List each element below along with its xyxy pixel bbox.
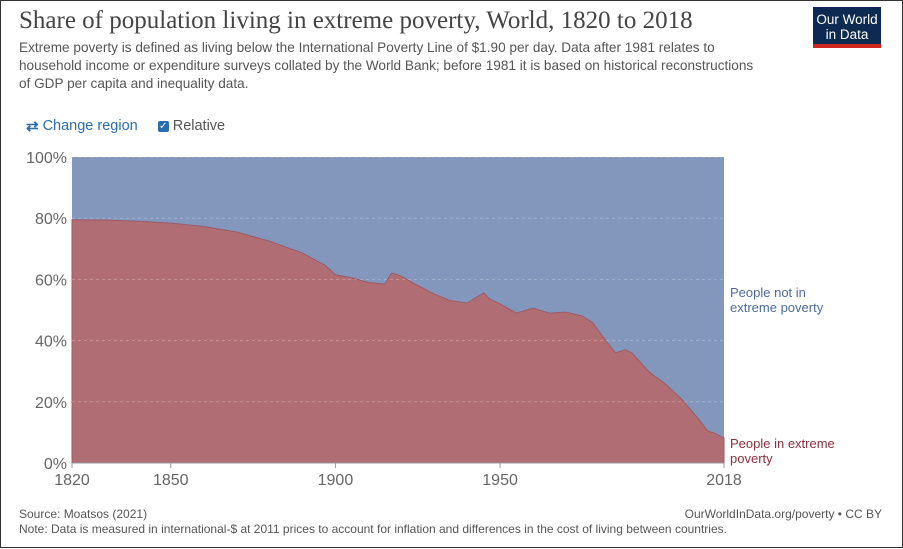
- x-tick-label: 1900: [318, 472, 354, 489]
- y-tick-label: 100%: [26, 150, 67, 167]
- y-tick-label: 60%: [35, 272, 67, 289]
- x-tick-label: 1820: [54, 472, 90, 489]
- footnote: Note: Data is measured in international-…: [19, 522, 727, 536]
- swap-arrows-icon: ⇄: [26, 118, 39, 135]
- area-in-poverty: [71, 219, 725, 464]
- credit-link[interactable]: OurWorldInData.org/poverty • CC BY: [684, 507, 882, 521]
- chart-title: Share of population living in extreme po…: [19, 7, 693, 34]
- source-note: Source: Moatsos (2021): [19, 507, 148, 521]
- x-tick-label: 1850: [153, 472, 189, 489]
- legend-not-poverty: People not in extreme poverty: [730, 285, 824, 315]
- x-tick-label: 1950: [482, 472, 518, 489]
- y-tick-label: 20%: [35, 395, 67, 412]
- relative-checkbox[interactable]: ✓ Relative: [157, 118, 226, 134]
- chart-controls: ⇄ Change region ✓ Relative: [26, 117, 225, 135]
- legend-poverty: People in extreme poverty: [730, 436, 835, 466]
- change-region-label: Change region: [42, 118, 138, 134]
- y-tick-label: 80%: [35, 211, 67, 228]
- y-tick-label: 40%: [35, 334, 67, 351]
- x-tick-label: 2018: [706, 472, 742, 489]
- y-tick-label: 0%: [44, 456, 67, 473]
- checkbox-checked-icon: ✓: [157, 120, 169, 132]
- relative-label: Relative: [172, 118, 226, 134]
- chart-subtitle: Extreme poverty is defined as living bel…: [19, 40, 754, 91]
- owid-logo[interactable]: Our World in Data: [813, 7, 881, 48]
- change-region-button[interactable]: ⇄ Change region: [26, 117, 138, 135]
